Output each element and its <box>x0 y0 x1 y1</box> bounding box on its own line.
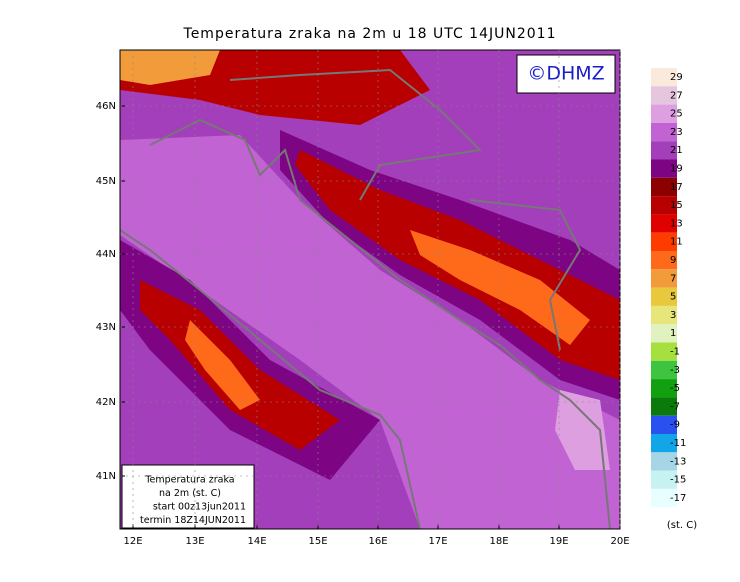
colorbar-label: 17 <box>670 182 683 193</box>
colorbar-label: -3 <box>670 365 680 376</box>
colorbar-label: 29 <box>670 72 683 83</box>
colorbar-label: 9 <box>670 255 676 266</box>
lat-label: 41N <box>96 471 116 482</box>
colorbar-swatch <box>651 305 677 325</box>
coastline <box>120 68 611 529</box>
watermark: ©DHMZ <box>527 63 604 85</box>
colorbar-swatch <box>651 141 677 160</box>
colorbar-swatch <box>651 269 677 288</box>
colorbar-swatch <box>651 415 677 434</box>
colorbar-label: -13 <box>670 456 686 467</box>
colorbar-label: 15 <box>670 200 683 211</box>
title: Temperatura zraka na 2m u 18 UTC 14JUN20… <box>183 26 557 42</box>
colorbar-swatch <box>651 470 677 489</box>
legend-box <box>121 464 255 529</box>
lat-label: 44N <box>96 249 116 260</box>
lat-label: 46N <box>96 101 116 112</box>
colorbar-swatch <box>651 122 677 142</box>
colorbar-label: 19 <box>670 164 683 175</box>
colorbar-label: 7 <box>670 273 676 284</box>
colorbar-swatch <box>651 397 677 416</box>
lon-label: 12E <box>123 536 142 547</box>
colorbar-swatch <box>651 452 677 471</box>
colorbar-label: 23 <box>670 127 683 138</box>
colorbar-swatch <box>651 287 677 306</box>
colorbar-label: 5 <box>670 292 676 303</box>
legend-line: Temperatura zraka <box>144 475 234 486</box>
colorbar-label: 11 <box>670 237 683 248</box>
legend-line: termin 18Z14JUN2011 <box>140 515 246 526</box>
colorbar-label: 27 <box>670 90 683 101</box>
lat-label: 45N <box>96 176 116 187</box>
lon-label: 13E <box>185 536 204 547</box>
colorbar-swatch <box>651 342 677 361</box>
cool-field <box>555 390 610 470</box>
map-frame <box>119 49 621 530</box>
lon-label: 15E <box>308 536 327 547</box>
legend-line: na 2m (st. C) <box>159 488 221 499</box>
lon-label: 14E <box>247 536 266 547</box>
lon-label: 17E <box>428 536 447 547</box>
colorbar-swatch <box>651 324 677 343</box>
warm-field <box>410 230 590 345</box>
colorbar-label: 3 <box>670 310 676 321</box>
colorbar-swatch <box>651 488 677 508</box>
colorbar-swatch <box>651 177 677 197</box>
colorbar-swatch <box>651 104 677 123</box>
watermark-box <box>516 54 616 94</box>
colorbar-label: -17 <box>670 493 686 504</box>
legend-line: start 00z13jun2011 <box>153 502 246 513</box>
colorbar-swatch <box>651 86 677 105</box>
colorbar-label: 21 <box>670 145 683 156</box>
colorbar-swatch <box>651 232 677 251</box>
colorbar-swatch <box>651 214 677 233</box>
colorbar-label: -7 <box>670 401 680 412</box>
colorbar-swatch <box>651 360 677 380</box>
colorbar-label: -11 <box>670 438 686 449</box>
colorbar-swatch <box>651 159 677 178</box>
colorbar-swatch <box>651 434 677 453</box>
colorbar-unit: (st. C) <box>667 520 697 531</box>
lon-label: 19E <box>549 536 568 547</box>
colorbar-swatch <box>651 379 677 398</box>
lat-label: 42N <box>96 397 116 408</box>
warm-field <box>120 50 220 85</box>
lon-label: 20E <box>610 536 629 547</box>
colorbar-label: -15 <box>670 475 686 486</box>
colorbar-label: -5 <box>670 383 680 394</box>
map-area: ©DHMZ <box>119 49 621 530</box>
sea-field <box>120 135 620 529</box>
colorbar-label: 1 <box>670 328 676 339</box>
colorbar-label: 13 <box>670 218 683 229</box>
lon-label: 18E <box>489 536 508 547</box>
colorbar-swatch <box>651 68 677 87</box>
lon-label: 16E <box>368 536 387 547</box>
colorbar-label: -1 <box>670 347 680 358</box>
colorbar-swatch <box>651 196 677 215</box>
colorbar-label: -9 <box>670 420 680 431</box>
colorbar-label: 25 <box>670 109 683 120</box>
warm-field <box>185 320 260 410</box>
lat-label: 43N <box>96 322 116 333</box>
colorbar-swatch <box>651 251 677 270</box>
